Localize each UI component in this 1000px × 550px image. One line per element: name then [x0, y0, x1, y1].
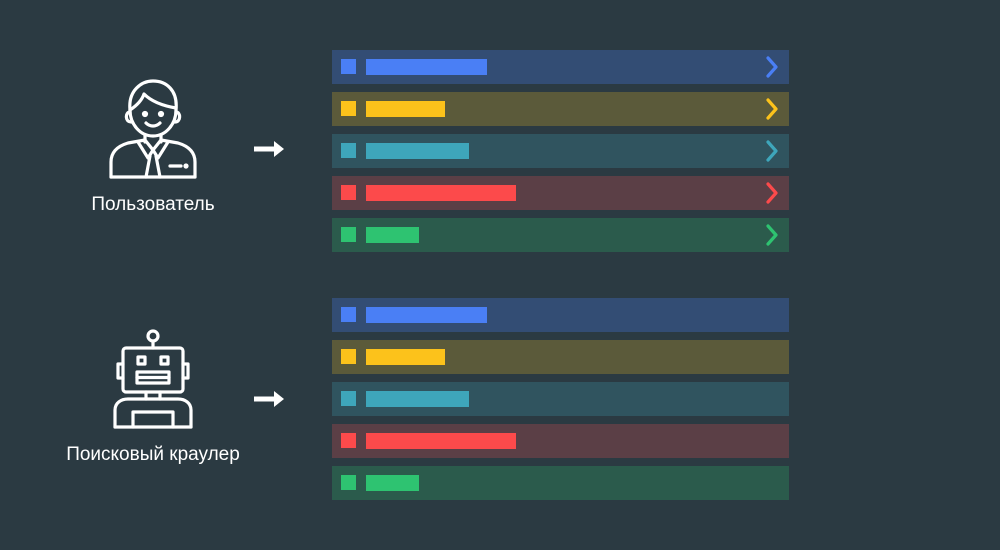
row-bar	[366, 227, 419, 243]
row-bar	[366, 349, 445, 365]
user-label: Пользователь	[91, 194, 215, 215]
robot-icon	[113, 329, 193, 429]
row-marker	[341, 307, 356, 322]
crawler-actor: Поисковый краулер	[33, 328, 273, 466]
chevron-right-icon[interactable]	[764, 56, 780, 78]
row-bar	[366, 185, 516, 201]
user-result-list	[332, 50, 789, 260]
result-row[interactable]	[332, 176, 789, 210]
result-row[interactable]	[332, 50, 789, 84]
user-actor: Пользователь	[33, 78, 273, 216]
crawler-label: Поисковый краулер	[66, 444, 240, 465]
arrow-right-icon	[254, 141, 284, 157]
row-marker	[341, 391, 356, 406]
row-bar	[366, 143, 469, 159]
result-row[interactable]	[332, 218, 789, 252]
row-bar	[366, 433, 516, 449]
row-marker	[341, 185, 356, 200]
chevron-right-icon[interactable]	[764, 224, 780, 246]
chevron-right-icon[interactable]	[764, 98, 780, 120]
result-row	[332, 424, 789, 458]
arrow-right-icon	[254, 391, 284, 407]
row-marker	[341, 59, 356, 74]
result-row[interactable]	[332, 92, 789, 126]
row-bar	[366, 59, 487, 75]
chevron-right-icon[interactable]	[764, 182, 780, 204]
row-marker	[341, 349, 356, 364]
row-marker	[341, 475, 356, 490]
crawler-result-list	[332, 298, 789, 508]
row-bar	[366, 475, 419, 491]
row-marker	[341, 433, 356, 448]
user-icon	[109, 79, 197, 179]
result-row	[332, 466, 789, 500]
row-marker	[341, 101, 356, 116]
result-row	[332, 298, 789, 332]
row-marker	[341, 143, 356, 158]
row-marker	[341, 227, 356, 242]
result-row	[332, 340, 789, 374]
result-row[interactable]	[332, 134, 789, 168]
row-bar	[366, 101, 445, 117]
result-row	[332, 382, 789, 416]
chevron-right-icon[interactable]	[764, 140, 780, 162]
row-bar	[366, 307, 487, 323]
row-bar	[366, 391, 469, 407]
